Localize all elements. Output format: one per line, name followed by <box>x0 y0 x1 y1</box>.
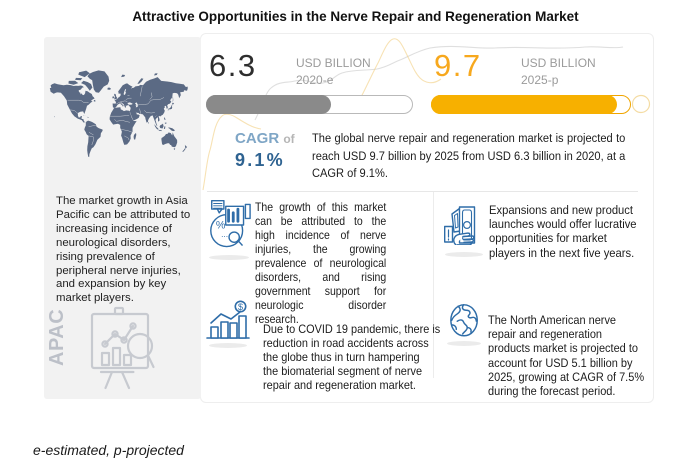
svg-text:...: ... <box>221 229 228 239</box>
svg-text:$: $ <box>238 302 243 312</box>
svg-text:%: % <box>216 220 226 232</box>
